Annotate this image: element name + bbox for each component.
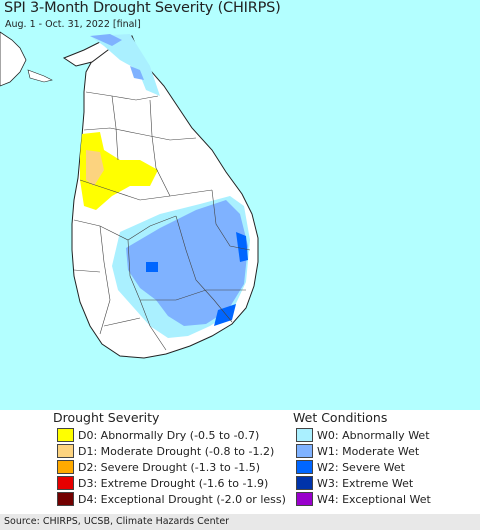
wet-area-east-severe-coast: [236, 232, 248, 262]
legend-swatch-d3: [57, 476, 74, 490]
legend-item-d4: D4: Exceptional Drought (-2.0 or less): [57, 491, 286, 507]
map-subtitle: Aug. 1 - Oct. 31, 2022 [final]: [5, 19, 141, 30]
drought-legend-heading: Drought Severity: [53, 410, 160, 425]
legend-swatch-w3: [296, 476, 313, 490]
source-footer: Source: CHIRPS, UCSB, Climate Hazards Ce…: [0, 514, 480, 530]
legend-label-d2: D2: Severe Drought (-1.3 to -1.5): [78, 460, 261, 474]
india-coast: [0, 31, 27, 87]
legend-label-d1: D1: Moderate Drought (-0.8 to -1.2): [78, 444, 275, 458]
legend-label-w4: W4: Exceptional Wet: [317, 492, 431, 506]
wet-area-east-moderate: [126, 200, 248, 326]
legend-swatch-d1: [57, 444, 74, 458]
wet-area-north-moderate: [90, 34, 122, 46]
map-title: SPI 3-Month Drought Severity (CHIRPS): [4, 0, 281, 16]
legend: Drought Severity Wet Conditions D0: Abno…: [0, 410, 480, 515]
legend-item-w4: W4: Exceptional Wet: [296, 491, 431, 507]
drought-moderate-west: [86, 150, 104, 186]
wet-legend-heading: Wet Conditions: [293, 410, 388, 425]
legend-label-d4: D4: Exceptional Drought (-2.0 or less): [78, 492, 286, 506]
legend-label-d3: D3: Extreme Drought (-1.6 to -1.9): [78, 476, 269, 490]
legend-item-w2: W2: Severe Wet: [296, 459, 405, 475]
legend-swatch-d2: [57, 460, 74, 474]
legend-item-d2: D2: Severe Drought (-1.3 to -1.5): [57, 459, 260, 475]
legend-label-w1: W1: Moderate Wet: [317, 444, 420, 458]
wet-area-severe-inland: [146, 262, 158, 272]
legend-swatch-d0: [57, 428, 74, 442]
legend-label-w2: W2: Severe Wet: [317, 460, 405, 474]
legend-item-w3: W3: Extreme Wet: [296, 475, 413, 491]
dry-area-west: [80, 132, 158, 210]
map-area: SPI 3-Month Drought Severity (CHIRPS) Au…: [0, 0, 480, 410]
legend-item-d0: D0: Abnormally Dry (-0.5 to -0.7): [57, 427, 259, 443]
district-boundaries: [73, 91, 251, 351]
legend-swatch-w2: [296, 460, 313, 474]
legend-item-w1: W1: Moderate Wet: [296, 443, 419, 459]
legend-item-w0: W0: Abnormally Wet: [296, 427, 430, 443]
legend-label-d0: D0: Abnormally Dry (-0.5 to -0.7): [78, 428, 260, 442]
wet-area-north: [90, 34, 160, 96]
mannar-island: [27, 69, 53, 83]
legend-label-w3: W3: Extreme Wet: [317, 476, 414, 490]
wet-area-north-moderate-2: [130, 66, 144, 80]
legend-swatch-w4: [296, 492, 313, 506]
legend-swatch-d4: [57, 492, 74, 506]
legend-item-d3: D3: Extreme Drought (-1.6 to -1.9): [57, 475, 268, 491]
sri-lanka-map: [0, 31, 259, 359]
legend-swatch-w1: [296, 444, 313, 458]
legend-label-w0: W0: Abnormally Wet: [317, 428, 430, 442]
legend-item-d1: D1: Moderate Drought (-0.8 to -1.2): [57, 443, 274, 459]
legend-swatch-w0: [296, 428, 313, 442]
